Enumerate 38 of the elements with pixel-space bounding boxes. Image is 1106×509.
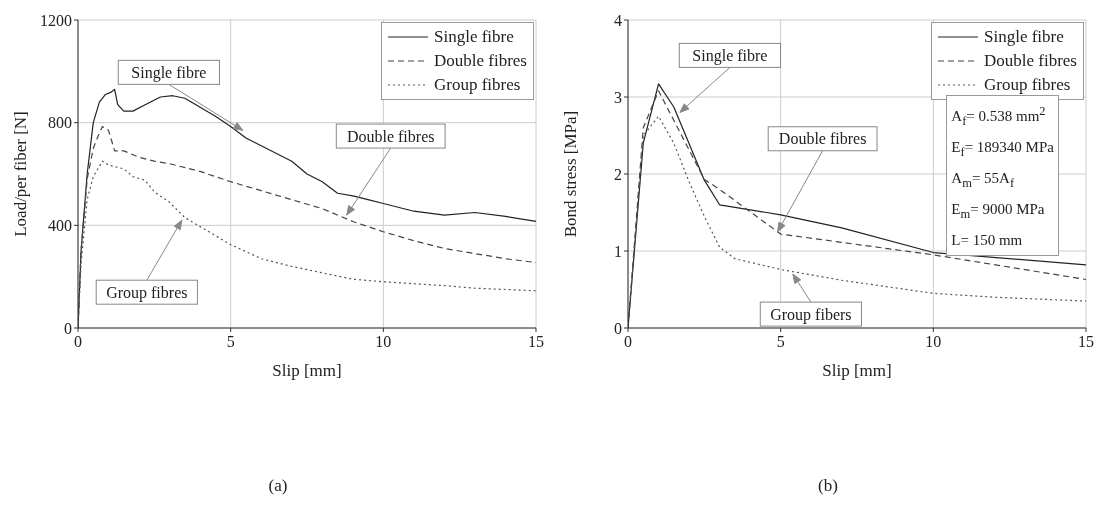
y-axis-title: Load/per fiber [N] xyxy=(11,111,31,237)
annotation: Double fibres xyxy=(778,130,867,148)
y-tick-label: 1200 xyxy=(40,11,72,29)
x-tick-label: 15 xyxy=(1078,333,1094,351)
x-tick-label: 15 xyxy=(528,333,544,351)
legend-label: Single fibre xyxy=(433,26,514,48)
annotation: L= 150 mm xyxy=(951,231,1024,251)
y-tick-label: 3 xyxy=(614,88,622,106)
y-tick-label: 4 xyxy=(614,11,622,29)
annotation: E$_{m}$= 9000 MPa xyxy=(951,200,1046,224)
annotation: Group fibers xyxy=(770,305,852,324)
x-axis-title: Slip [mm] xyxy=(822,361,892,380)
x-axis-title: Slip [mm] xyxy=(272,361,342,380)
y-tick-label: 0 xyxy=(614,319,622,337)
y-axis-title: Bond stress [MPa] xyxy=(561,110,581,238)
annotation: Double fibres xyxy=(346,127,435,145)
annotation: A$_{m}$= 55A$_{f}$ xyxy=(951,169,1016,193)
y-tick-label: 1 xyxy=(614,242,622,260)
annotation: Single fibre xyxy=(692,46,768,65)
legend-label: Single fibre xyxy=(983,26,1064,48)
text: (b) xyxy=(817,476,839,496)
y-tick-label: 800 xyxy=(48,114,72,132)
legend-label: Double fibres xyxy=(433,50,527,72)
y-tick-label: 2 xyxy=(614,165,622,183)
legend-label: Group fibres xyxy=(433,74,521,96)
x-tick-label: 5 xyxy=(226,333,235,351)
legend-label: Double fibres xyxy=(983,50,1077,72)
x-tick-label: 10 xyxy=(375,333,392,351)
legend-label: Group fibres xyxy=(983,74,1071,96)
annotation: Single fibre xyxy=(131,63,207,82)
annotation: Group fibres xyxy=(106,283,188,302)
y-tick-label: 0 xyxy=(64,319,72,337)
annotation: A$_{f}$= 0.538 mm$^{2}$ xyxy=(951,103,1047,131)
y-tick-label: 400 xyxy=(48,217,72,235)
x-tick-label: 10 xyxy=(925,333,942,351)
text: (a) xyxy=(267,476,289,496)
x-tick-label: 5 xyxy=(776,333,785,351)
annotation: E$_{f}$= 189340 MPa xyxy=(951,138,1054,162)
